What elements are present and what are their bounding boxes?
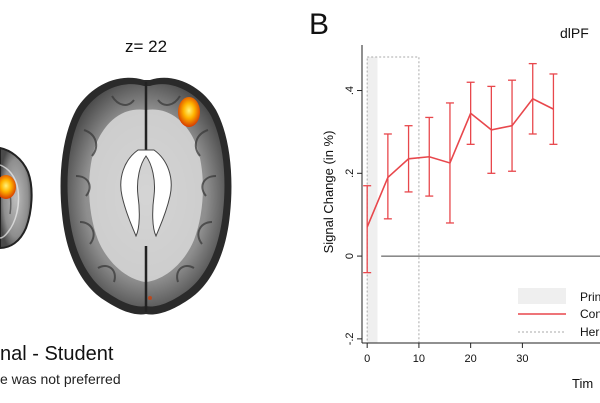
panel-a: z= 22	[0, 37, 232, 387]
x-tick-label-3: 30	[516, 353, 528, 365]
y-tick-label-0: -.2	[344, 332, 356, 345]
left-brain-slice	[0, 146, 33, 250]
panel-a-caption: nal - Student	[0, 343, 114, 365]
slice-label: z= 22	[125, 37, 167, 56]
x-tick-label-1: 10	[413, 353, 425, 365]
panel-letter: B	[309, 8, 329, 41]
y-tick-label-2: .2	[344, 169, 356, 178]
legend-swatch-shaded	[518, 288, 566, 304]
plot-area: -.2 0 .2 .4 0 10 20 30	[344, 45, 600, 365]
legend-label-2: Her	[580, 325, 599, 339]
y-tick-label-1: 0	[344, 253, 356, 259]
y-axis-label: Signal Change (in %)	[321, 131, 336, 254]
x-tick-label-2: 20	[465, 353, 477, 365]
activation-blob-left	[0, 175, 16, 199]
legend-label-0: Prin	[580, 290, 600, 304]
x-tick-label-0: 0	[364, 353, 370, 365]
x-axis-label: Tim	[572, 376, 593, 391]
chart-title: dlPF	[560, 25, 589, 41]
activation-blob-right	[178, 97, 200, 127]
axial-brain-slice	[60, 77, 232, 315]
series-line-0	[366, 97, 554, 228]
y-tick-label-3: .4	[344, 86, 356, 95]
panel-b: B dlPF Signal Change (in %) Tim -.2 0 .2 .4…	[309, 8, 600, 391]
panel-a-subcaption: e was not preferred	[0, 371, 121, 387]
legend: Prin Con Her	[518, 288, 600, 339]
shaded-interval	[367, 57, 378, 343]
legend-label-1: Con	[580, 307, 600, 321]
